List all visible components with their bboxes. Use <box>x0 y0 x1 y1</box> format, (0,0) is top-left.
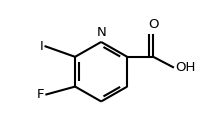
Text: O: O <box>148 18 159 31</box>
Text: F: F <box>37 88 45 101</box>
Text: N: N <box>96 26 106 39</box>
Text: I: I <box>40 39 44 53</box>
Text: OH: OH <box>175 61 196 74</box>
